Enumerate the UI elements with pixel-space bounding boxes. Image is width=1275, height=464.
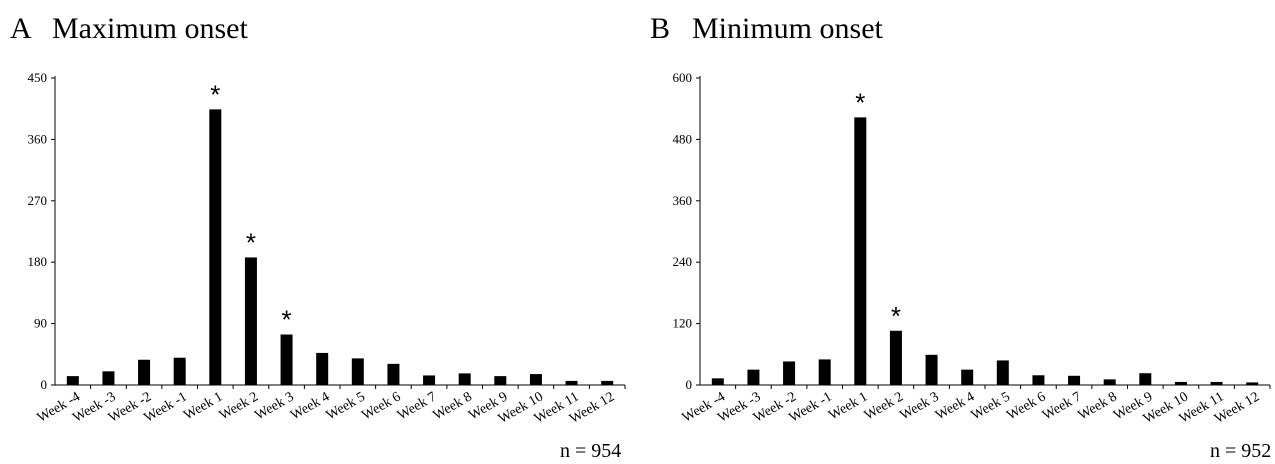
y-tick-label: 360 [28, 131, 48, 146]
chart-title: A Maximum onset [10, 12, 248, 46]
x-tick-label: Week 3 [253, 389, 297, 423]
y-tick-label: 0 [686, 377, 693, 392]
chart-panel-a: A Maximum onset 0 90 180 270 360 450 Week -4 Wee… [10, 12, 626, 462]
bar [316, 352, 329, 385]
x-tick-label: Week 8 [1076, 389, 1120, 423]
bar [1246, 382, 1259, 385]
bar [711, 378, 724, 385]
x-tick-label: Week 3 [898, 389, 942, 423]
bar [458, 373, 471, 385]
bar [173, 357, 186, 385]
chart-title: B Minimum onset [650, 12, 883, 46]
y-tick-label: 270 [28, 193, 48, 208]
significance-star: * [210, 79, 220, 109]
sample-size-label: n = 954 [560, 440, 622, 462]
x-tick-label: Week 6 [1005, 389, 1049, 423]
x-tick-label: Week 7 [1040, 389, 1084, 423]
bar [565, 380, 578, 385]
x-tick-label: Week 8 [431, 389, 475, 423]
bar [818, 359, 831, 385]
bar [961, 369, 974, 385]
sample-size-label: n = 952 [1210, 440, 1272, 462]
x-tick-label: Week 1 [181, 389, 225, 423]
chart-title-text: Minimum onset [692, 12, 883, 45]
bar [280, 334, 293, 385]
bar [783, 361, 796, 385]
bar [102, 371, 115, 385]
bar [1068, 375, 1081, 385]
x-tick-label: Week 2 [217, 389, 261, 423]
x-tick-label: Week 6 [360, 389, 404, 423]
y-tick-label: 0 [41, 377, 48, 392]
bar [1174, 381, 1187, 385]
y-tick-label: 450 [28, 70, 48, 85]
x-tick-label: Week 1 [826, 389, 870, 423]
bar [925, 354, 938, 385]
bar [351, 358, 364, 385]
x-tick-label: Week 4 [933, 389, 977, 423]
bar [1139, 373, 1152, 385]
panel-letter: B [650, 12, 671, 45]
y-tick-label: 120 [673, 316, 693, 331]
bar [387, 363, 400, 385]
bar [244, 257, 257, 385]
significance-star: * [891, 301, 901, 331]
bar [889, 330, 902, 385]
significance-star: * [282, 305, 292, 335]
bar [66, 376, 79, 385]
bar [996, 360, 1009, 385]
bar [423, 375, 436, 385]
bar [601, 380, 614, 385]
x-tick-label: Week 7 [395, 389, 439, 423]
x-tick-label: Week 4 [288, 389, 332, 423]
y-tick-label: 240 [673, 254, 693, 269]
bar [494, 376, 507, 385]
bar [1032, 375, 1045, 385]
bar [209, 109, 222, 385]
x-tick-label: Week 5 [969, 389, 1013, 423]
chart-title-text: Maximum onset [52, 12, 248, 45]
y-tick-label: 600 [673, 70, 693, 85]
x-tick-label: Week 2 [862, 389, 906, 423]
y-tick-label: 180 [28, 254, 48, 269]
y-tick-label: 90 [34, 316, 47, 331]
bar [1103, 379, 1116, 385]
panel-letter: A [10, 12, 32, 45]
chart-panel-b: B Minimum onset 0 120 240 360 480 600 Week -4 We… [640, 0, 1275, 464]
significance-star: * [855, 87, 865, 117]
bar [138, 359, 151, 385]
bar [854, 117, 867, 386]
y-tick-label: 360 [673, 193, 693, 208]
x-tick-label: Week 5 [324, 389, 368, 423]
bar [747, 369, 760, 385]
y-tick-label: 480 [673, 131, 693, 146]
bar [1210, 381, 1223, 385]
significance-star: * [246, 227, 256, 257]
bar [529, 374, 542, 385]
